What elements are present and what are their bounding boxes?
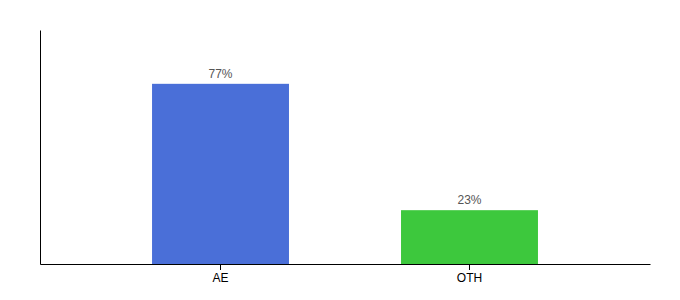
data-label: 77% xyxy=(208,67,232,81)
x-axis: AE OTH xyxy=(41,264,651,285)
x-tick: OTH xyxy=(457,264,482,285)
y-axis-line xyxy=(40,31,41,265)
chart-svg: AE OTH 77% 23% xyxy=(0,0,680,300)
x-tick-mark xyxy=(469,264,470,270)
bar xyxy=(152,84,289,264)
x-tick-label: OTH xyxy=(457,271,482,285)
x-axis-line xyxy=(41,264,651,265)
chart-container: AE OTH 77% 23% xyxy=(0,0,680,300)
plot: AE OTH 77% 23% xyxy=(41,31,651,285)
x-tick: AE xyxy=(213,264,229,285)
bar xyxy=(401,210,538,264)
data-label: 23% xyxy=(457,193,481,207)
bars xyxy=(152,84,538,264)
x-tick-mark xyxy=(220,264,221,270)
x-tick-label: AE xyxy=(213,271,229,285)
y-axis xyxy=(40,31,41,265)
data-labels: 77% 23% xyxy=(208,67,481,207)
